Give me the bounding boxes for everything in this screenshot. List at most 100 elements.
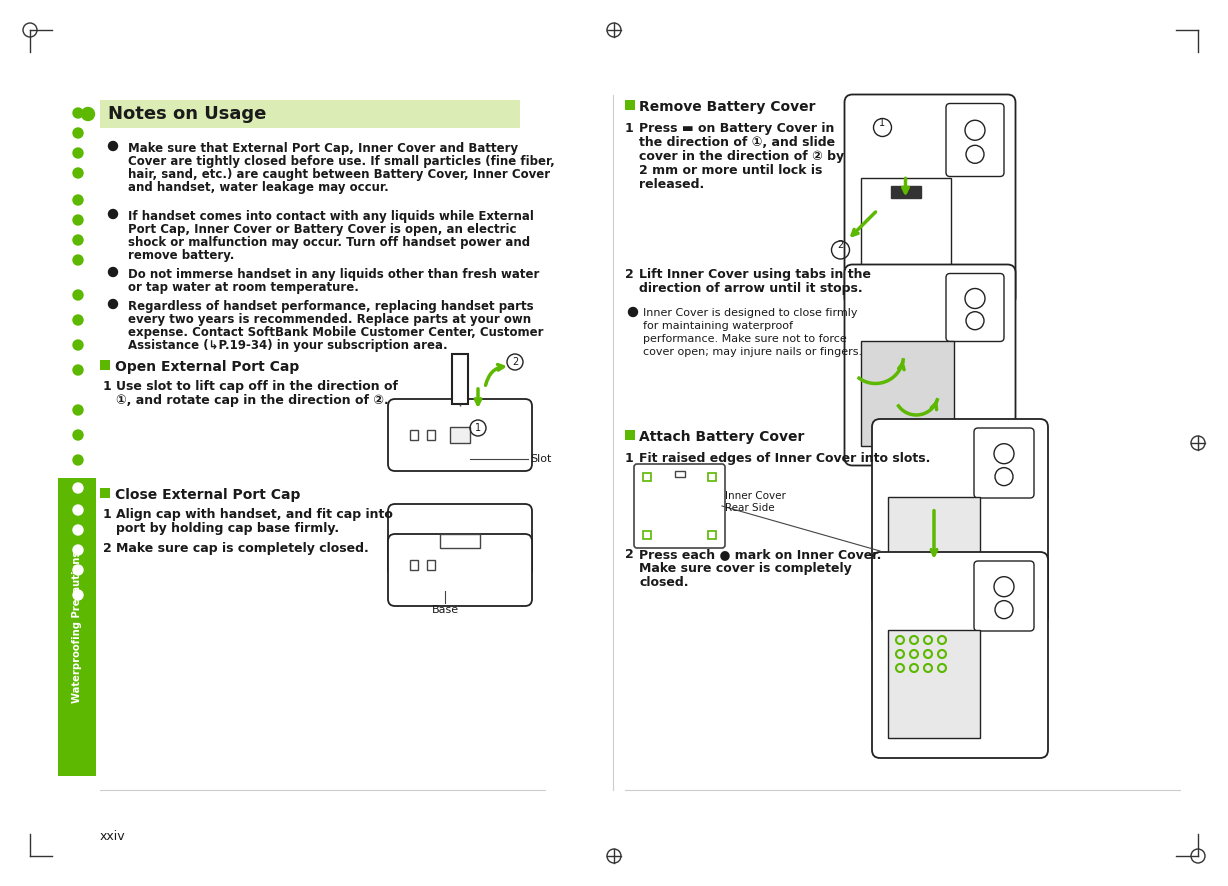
Text: 1: 1 (103, 380, 112, 393)
Text: 1: 1 (475, 423, 481, 433)
Bar (99, 488, 111, 498)
FancyBboxPatch shape (388, 504, 532, 576)
Circle shape (72, 108, 84, 118)
Text: direction of arrow until it stops.: direction of arrow until it stops. (639, 282, 862, 295)
Text: shock or malfunction may occur. Turn off handset power and: shock or malfunction may occur. Turn off… (128, 236, 530, 249)
Text: and handset, water leakage may occur.: and handset, water leakage may occur. (128, 181, 389, 194)
Bar (449, 427, 470, 443)
Bar (709, 531, 716, 539)
Text: closed.: closed. (639, 576, 689, 589)
Text: the direction of ①, and slide: the direction of ①, and slide (639, 136, 835, 149)
Text: 2: 2 (625, 548, 634, 561)
Text: remove battery.: remove battery. (128, 249, 235, 262)
Text: 2: 2 (837, 240, 844, 250)
Text: Inner Cover
Rear Side: Inner Cover Rear Side (725, 491, 786, 513)
Bar (440, 534, 480, 548)
Text: Make sure cover is completely: Make sure cover is completely (639, 562, 852, 575)
Circle shape (72, 525, 84, 535)
FancyBboxPatch shape (872, 552, 1047, 758)
Bar (625, 430, 635, 440)
Text: Make sure cap is completely closed.: Make sure cap is completely closed. (115, 542, 368, 555)
Bar (643, 531, 651, 539)
Text: 2: 2 (512, 357, 518, 367)
Text: every two years is recommended. Replace parts at your own: every two years is recommended. Replace … (128, 313, 532, 326)
Circle shape (72, 590, 84, 600)
Text: ①, and rotate cap in the direction of ②.: ①, and rotate cap in the direction of ②. (115, 394, 389, 407)
Text: port by holding cap base firmly.: port by holding cap base firmly. (115, 522, 339, 535)
Bar (410, 430, 418, 440)
Circle shape (108, 268, 118, 276)
Text: 1: 1 (879, 118, 885, 128)
Text: Press ▬ on Battery Cover in: Press ▬ on Battery Cover in (639, 122, 834, 135)
Text: Make sure that External Port Cap, Inner Cover and Battery: Make sure that External Port Cap, Inner … (128, 142, 518, 155)
Circle shape (72, 290, 84, 300)
Bar (709, 473, 716, 481)
Bar (888, 630, 980, 738)
Text: Fit raised edges of Inner Cover into slots.: Fit raised edges of Inner Cover into slo… (639, 452, 931, 465)
Text: 1: 1 (625, 452, 634, 465)
Text: xxiv: xxiv (99, 830, 125, 843)
Bar (410, 560, 418, 570)
Text: Waterproofing Precautions: Waterproofing Precautions (72, 551, 82, 703)
Circle shape (72, 315, 84, 325)
Bar (861, 177, 950, 283)
Bar (890, 185, 921, 198)
FancyBboxPatch shape (388, 534, 532, 606)
Text: hair, sand, etc.) are caught between Battery Cover, Inner Cover: hair, sand, etc.) are caught between Bat… (128, 168, 550, 181)
Bar (427, 430, 435, 440)
Circle shape (72, 235, 84, 245)
Circle shape (108, 209, 118, 219)
Circle shape (108, 299, 118, 308)
Text: 1: 1 (103, 508, 112, 521)
Text: 2 mm or more until lock is: 2 mm or more until lock is (639, 164, 823, 177)
Text: Remove Battery Cover: Remove Battery Cover (639, 100, 815, 114)
Text: Open External Port Cap: Open External Port Cap (115, 360, 300, 374)
Circle shape (72, 128, 84, 138)
Circle shape (629, 307, 637, 316)
Bar (99, 100, 519, 128)
Circle shape (81, 107, 95, 120)
Circle shape (72, 545, 84, 555)
Text: Inner Cover is designed to close firmly: Inner Cover is designed to close firmly (643, 308, 857, 318)
FancyBboxPatch shape (634, 464, 725, 548)
Text: Do not immerse handset in any liquids other than fresh water: Do not immerse handset in any liquids ot… (128, 268, 539, 281)
Circle shape (108, 142, 118, 151)
Text: Base: Base (431, 605, 458, 615)
Text: Attach Battery Cover: Attach Battery Cover (639, 430, 804, 444)
Bar (99, 360, 111, 370)
FancyBboxPatch shape (946, 104, 1005, 176)
Bar (643, 473, 651, 481)
Bar (452, 354, 468, 404)
Text: Cover are tightly closed before use. If small particles (fine fiber,: Cover are tightly closed before use. If … (128, 155, 555, 168)
Circle shape (72, 195, 84, 205)
FancyBboxPatch shape (974, 428, 1034, 498)
Circle shape (72, 168, 84, 178)
Text: Port Cap, Inner Cover or Battery Cover is open, an electric: Port Cap, Inner Cover or Battery Cover i… (128, 223, 517, 236)
FancyBboxPatch shape (974, 561, 1034, 631)
Text: Assistance (↳P.19-34) in your subscription area.: Assistance (↳P.19-34) in your subscripti… (128, 339, 448, 352)
Text: Press each ● mark on Inner Cover.: Press each ● mark on Inner Cover. (639, 548, 882, 561)
FancyBboxPatch shape (946, 274, 1005, 341)
Text: 2: 2 (625, 268, 634, 281)
FancyBboxPatch shape (845, 265, 1016, 465)
Text: for maintaining waterproof: for maintaining waterproof (643, 321, 793, 331)
Circle shape (72, 455, 84, 465)
Text: Regardless of handset performance, replacing handset parts: Regardless of handset performance, repla… (128, 300, 534, 313)
Bar (427, 560, 435, 570)
Text: Notes on Usage: Notes on Usage (108, 105, 266, 123)
Bar (625, 100, 635, 110)
Text: 2: 2 (103, 542, 112, 555)
Circle shape (72, 430, 84, 440)
Text: performance. Make sure not to force: performance. Make sure not to force (643, 334, 847, 344)
Text: If handset comes into contact with any liquids while External: If handset comes into contact with any l… (128, 210, 534, 223)
Circle shape (72, 565, 84, 575)
Text: cover in the direction of ② by: cover in the direction of ② by (639, 150, 844, 163)
Circle shape (72, 505, 84, 515)
Circle shape (72, 148, 84, 158)
Bar (888, 497, 980, 605)
Text: cover open; may injure nails or fingers.: cover open; may injure nails or fingers. (643, 347, 862, 357)
Text: Close External Port Cap: Close External Port Cap (115, 488, 301, 502)
Bar (674, 471, 684, 477)
Bar (861, 340, 953, 446)
Circle shape (72, 255, 84, 265)
